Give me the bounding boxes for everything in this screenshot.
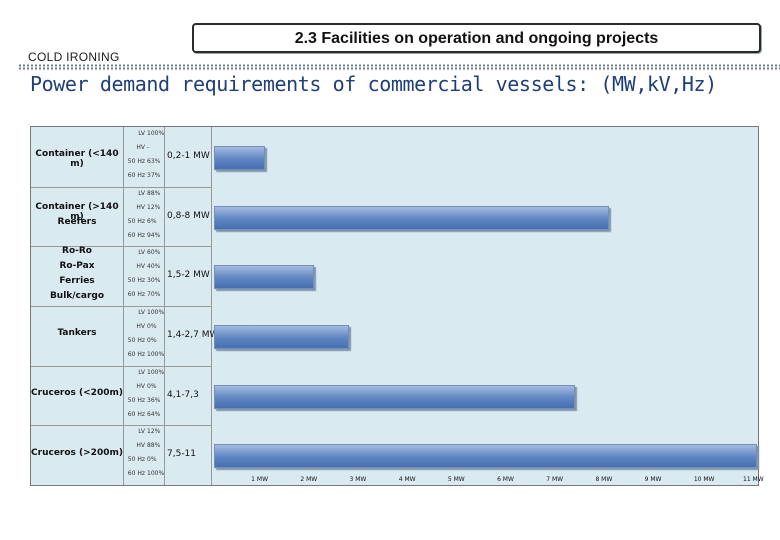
spec-key: 50 Hz [127,396,145,404]
category-label: Ferries [59,276,95,287]
spec-key: 60 Hz [127,410,145,418]
spec-value: 88% [147,189,161,197]
x-tick-label: 10 MW [693,476,715,483]
spec-key: 50 Hz [127,337,145,344]
power-range-label: 0,8-8 MW [167,210,210,221]
spec-key: 50 Hz [127,277,145,285]
slide-title: 2.3 Facilities on operation and ongoing … [294,30,659,47]
spec-key: 50 Hz [127,456,145,464]
bar [214,265,315,290]
category-label: Ro-Pax [59,261,95,272]
spec-key: HV [136,323,145,330]
x-tick-label: 6 MW [497,476,514,483]
spec-key: LV [138,249,145,257]
spec-key: LV [138,309,145,316]
spec-value: 0% [147,382,157,390]
spec-key: LV [138,368,145,376]
spec-key: HV [136,144,145,151]
bar [214,145,266,170]
x-tick-label: 11 MW [743,476,764,483]
spec-key: LV [138,189,145,197]
spec-value: 36% [147,396,161,404]
spec-key: 50 Hz [127,158,145,165]
spec-value: 6% [147,217,157,225]
power-range-label: 0,2-1 MW [167,150,210,161]
category-label: Bulk/cargo [49,291,105,302]
spec-value: 88% [147,442,161,450]
spec-value: 94% [147,231,161,239]
spec-value: 30% [147,277,161,285]
category-label: Reefers [57,216,97,227]
spec-value: 70% [147,291,161,299]
bar [214,384,576,409]
dotted-divider [18,64,780,70]
spec-value: 64% [147,410,161,418]
spec-value: 40% [147,263,161,271]
spec-key: LV [138,130,145,137]
spec-value: 0% [147,323,157,330]
slide-subtitle: Power demand requirements of commercial … [30,72,717,96]
category-label: Ro-Ro [62,246,92,257]
power-demand-chart: Container (<140 m) LV 100% HV -50 Hz 63% 60 Hz… [30,126,764,486]
spec-value: 12% [147,428,161,436]
power-range-label: 4,1-7,3 [167,389,199,400]
bar [214,324,349,349]
category-label: Tankers [57,328,97,339]
spec-value: 100% [147,309,165,316]
category-label: Container (>140 m) [35,201,119,222]
spec-key: 60 Hz [127,291,145,299]
power-range-label: 1,5-2 MW [167,270,210,281]
spec-value: 12% [147,203,161,211]
column-divider [211,127,212,485]
spec-value: 100% [147,351,165,358]
spec-key: LV [138,428,145,436]
section-label: COLD IRONING [28,50,120,64]
spec-key: 60 Hz [127,172,145,179]
spec-value: 37% [147,172,161,179]
power-range-label: 1,4-2,7 MW [167,329,219,340]
bar [214,205,610,230]
bar [214,444,757,469]
category-label: Cruceros (>200m) [31,447,123,458]
row-divider [31,306,211,307]
spec-value: - [147,144,150,151]
spec-key: HV [136,442,145,450]
spec-key: HV [136,203,145,211]
category-label: Container (<140 m) [35,149,119,170]
x-tick-label: 9 MW [644,476,662,483]
spec-key: 60 Hz [127,470,145,478]
slide-title-box: 2.3 Facilities on operation and ongoing … [192,23,761,53]
spec-value: 100% [147,368,165,376]
row-divider [31,425,211,427]
x-tick-label: 4 MW [398,476,416,483]
row-divider [31,246,211,248]
spec-value: 100% [147,470,165,478]
spec-value: 63% [147,158,161,165]
row-divider [31,365,211,367]
x-tick-label: 7 MW [546,476,564,483]
power-range-label: 7,5-11 [167,449,197,460]
x-tick-label: 1 MW [251,476,269,483]
category-label: Cruceros (<200m) [31,388,123,398]
spec-key: 60 Hz [127,351,145,358]
spec-key: 60 Hz [127,231,145,239]
spec-key: HV [136,263,145,271]
spec-key: HV [136,382,145,390]
spec-value: 100% [147,130,165,137]
spec-value: 60% [147,249,161,257]
x-tick-label: 3 MW [349,476,367,483]
x-tick-label: 5 MW [447,476,465,483]
spec-value: 0% [147,456,157,464]
x-tick-label: 2 MW [300,476,318,483]
spec-value: 0% [147,337,157,344]
x-tick-label: 8 MW [595,476,613,483]
spec-key: 50 Hz [127,217,145,225]
row-divider [31,186,211,188]
